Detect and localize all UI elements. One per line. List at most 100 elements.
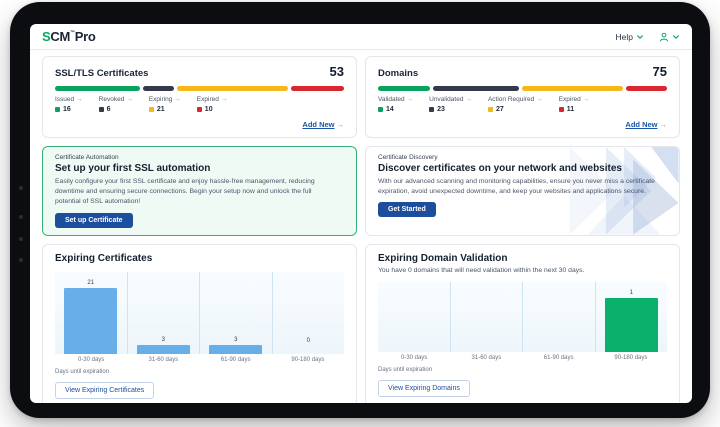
arrow-icon: → [536,96,543,103]
get-started-button[interactable]: Get Started [378,202,436,218]
domains-card: Domains 75 Validated → 14 Unvalidated → 23 [365,56,680,138]
chart-panel: 0 [271,271,344,354]
certificates-total: 53 [329,64,344,79]
chart-panel: 21 [55,271,127,354]
user-menu[interactable] [658,31,680,43]
chart-panel [522,281,595,352]
chart-axis-caption: Days until expiration [55,368,110,375]
chart-bar [64,287,118,354]
status-bar-segment [55,86,140,91]
legend-item-action-required[interactable]: Action Required → 27 [487,96,543,113]
chart-title: Expiring Domain Validation [378,252,508,264]
chart-panel: 1 [594,281,667,352]
domains-status-bar [378,86,667,91]
x-axis-label: 31-60 days [148,356,179,363]
trademark-mark: ™ [70,30,75,36]
status-bar-segment [378,86,431,91]
chart-bar [136,344,190,354]
help-menu[interactable]: Help [616,32,644,42]
bar-value-label: 3 [234,336,238,343]
card-title: SSL/TLS Certificates [55,68,149,79]
expiring-domains-chart: 1 [378,281,667,352]
legend-item-issued[interactable]: Issued → 16 [55,96,83,113]
card-eyebrow: Certificate Automation [55,154,119,161]
chart-bar [604,297,658,352]
status-bar-segment [291,86,345,91]
scm-pro-logo: SCM™Pro [42,29,96,44]
x-axis-label: 61-90 days [220,356,251,363]
domains-legend: Validated → 14 Unvalidated → 23 Action Req… [378,96,667,113]
summary-row: SSL/TLS Certificates 53 Issued → 16 Revok… [42,56,680,138]
x-axis-label: 90-180 days [291,356,325,363]
legend-swatch [98,107,104,112]
chart-axis-caption: Days until expiration [378,366,433,373]
logo-word-pro: Pro [74,29,96,44]
help-label: Help [615,31,633,42]
bar-value-label: 21 [87,279,95,286]
x-axis-label: 0-30 days [400,354,428,361]
legend-swatch [429,107,435,112]
bezel-dot [19,258,23,262]
arrow-icon: → [76,96,83,103]
chart-x-labels: 0-30 days 31-60 days 61-90 days 90-180 days [55,357,344,363]
view-expiring-certificates-button[interactable]: View Expiring Certificates [55,381,155,399]
bezel-dot [19,215,23,219]
bar-value-label: 1 [629,289,633,296]
card-title: Discover certificates on your network an… [378,163,622,174]
logo-letters-cm: CM [50,29,70,44]
arrow-icon: → [126,96,133,103]
card-eyebrow: Certificate Discovery [378,154,438,161]
bezel-dot [19,186,23,190]
arrow-icon: → [220,96,228,103]
bar-value-label: 3 [161,336,165,343]
x-axis-label: 90-180 days [614,354,648,361]
device-frame: SCM™Pro Help [10,2,710,418]
arrow-icon: → [406,96,414,103]
dashboard-main: SSL/TLS Certificates 53 Issued → 16 Revok… [30,50,692,403]
x-axis-label: 61-90 days [543,354,574,361]
expiring-domain-validation-card: Expiring Domain Validation You have 0 do… [365,243,680,403]
promo-row: Certificate Automation Set up your first… [42,146,680,236]
legend-item-expired[interactable]: Expired → 11 [558,96,590,113]
top-bar: SCM™Pro Help [30,24,692,50]
chart-subtitle: You have 0 domains that will need valida… [378,266,585,274]
legend-swatch [487,107,493,112]
user-icon [659,32,669,41]
legend-swatch [148,107,154,112]
chart-title: Expiring Certificates [55,252,153,264]
app-window: SCM™Pro Help [30,24,692,403]
legend-item-expired[interactable]: Expired → 10 [196,96,228,113]
legend-swatch [196,107,202,112]
certificate-discovery-card: Certificate Discovery Discover certifica… [365,146,680,236]
chart-bar [209,344,263,354]
x-axis-label: 31-60 days [471,354,502,361]
expiring-certificates-card: Expiring Certificates 21 3 3 0 0-30 days 31-… [42,243,357,403]
charts-row: Expiring Certificates 21 3 3 0 0-30 days 31-… [42,243,680,403]
chart-panel: 3 [199,271,272,354]
add-new-certificate-link[interactable]: Add New [302,120,335,129]
certificates-status-bar [55,86,345,91]
legend-item-unvalidated[interactable]: Unvalidated → 23 [429,96,472,113]
card-body: Easily configure your first SSL certific… [55,178,315,206]
add-new-domain-link[interactable]: Add New [625,120,658,129]
set-up-certificate-button[interactable]: Set up Certificate [55,212,133,228]
arrow-icon: → [465,96,472,103]
chevron-down-icon [673,34,679,39]
status-bar-segment [177,86,289,91]
card-body: With our advanced scanning and monitorin… [378,178,655,196]
bezel-dot [19,237,23,241]
domains-total: 75 [652,64,667,79]
arrow-icon: → [659,120,668,129]
card-title: Domains [378,68,419,79]
status-bar-segment [142,86,175,91]
logo-letter-s: S [42,29,51,44]
arrow-icon: → [336,120,345,129]
certificate-automation-card: Certificate Automation Set up your first… [42,146,357,236]
chart-panel: 3 [126,271,199,354]
legend-item-validated[interactable]: Validated → 14 [378,96,414,113]
legend-swatch [558,107,564,112]
legend-item-revoked[interactable]: Revoked → 6 [98,96,133,113]
view-expiring-domains-button[interactable]: View Expiring Domains [378,379,470,397]
chart-x-labels: 0-30 days 31-60 days 61-90 days 90-180 days [378,355,667,361]
legend-item-expiring[interactable]: Expiring → 21 [148,96,181,113]
